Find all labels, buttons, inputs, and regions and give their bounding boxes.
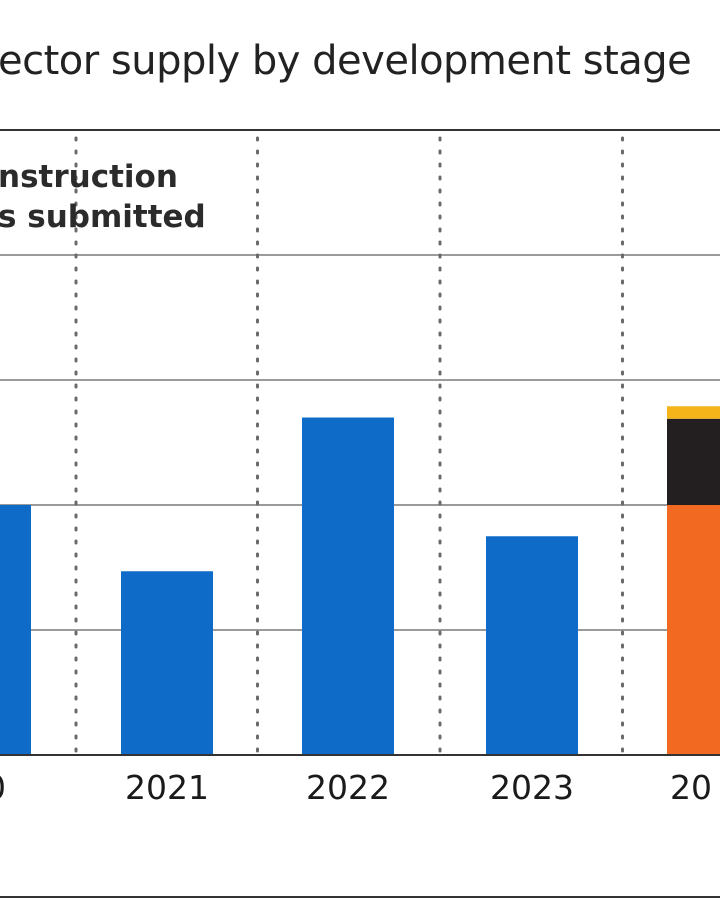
bars <box>0 406 720 755</box>
bar-segment <box>667 406 720 419</box>
x-tick-label: 2022 <box>306 768 390 807</box>
x-tick-label: 2021 <box>125 768 209 807</box>
x-tick-label: 20 <box>0 768 6 807</box>
bar-segment <box>0 505 31 755</box>
bar-segment <box>121 571 213 755</box>
vertical-dotted-gridlines <box>74 136 624 757</box>
legend: nstruction s submitted <box>0 159 206 235</box>
x-tick-label: 2023 <box>490 768 574 807</box>
x-axis-labels: 20 2021 2022 2023 20 <box>0 768 712 807</box>
x-tick-label: 20 <box>670 768 712 807</box>
bar-segment <box>302 417 394 755</box>
bar-segment <box>486 536 578 755</box>
legend-label-construction: nstruction <box>0 159 178 195</box>
chart-title: ector supply by development stage <box>0 38 691 84</box>
bar-segment <box>667 418 720 505</box>
legend-label-submitted: s submitted <box>0 199 206 235</box>
bar-segment <box>667 505 720 755</box>
